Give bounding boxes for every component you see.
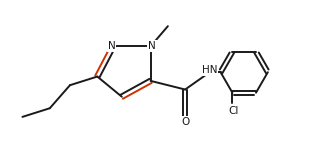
Text: HN: HN [202,65,217,75]
Text: Cl: Cl [229,106,239,116]
Text: N: N [108,41,116,51]
Text: O: O [181,117,189,127]
Text: N: N [148,41,156,51]
